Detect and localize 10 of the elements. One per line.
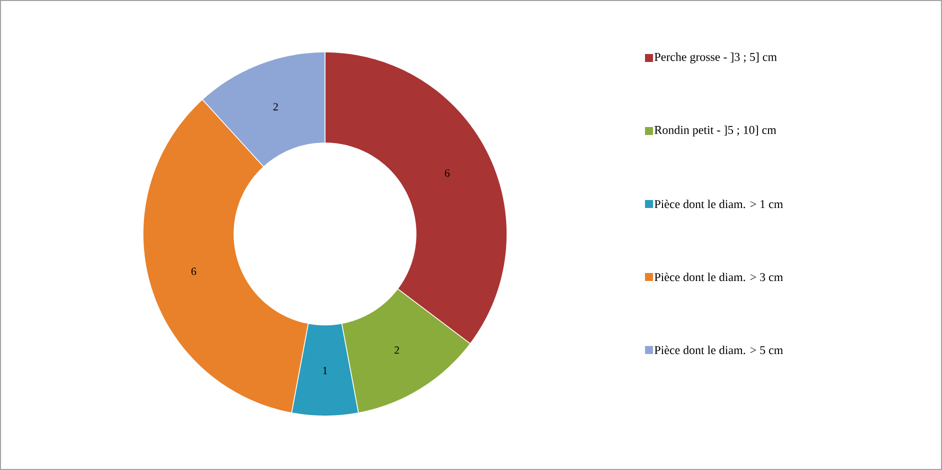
data-label: 2 (273, 103, 278, 110)
legend-label: Pièce dont le diam. > 5 cm (654, 346, 783, 354)
legend-label: Rondin petit - ]5 ; 10] cm (654, 126, 776, 136)
legend-label: Pièce dont le diam. > 3 cm (654, 272, 783, 282)
legend-label: Pièce dont le diam. > 1 cm (654, 200, 783, 208)
legend-label: Perche grosse - ]3 ; 5] cm (654, 52, 777, 64)
data-label: 6 (191, 268, 196, 276)
data-label: 6 (444, 169, 450, 177)
data-label: 1 (323, 366, 328, 374)
data-label: 2 (394, 346, 400, 354)
